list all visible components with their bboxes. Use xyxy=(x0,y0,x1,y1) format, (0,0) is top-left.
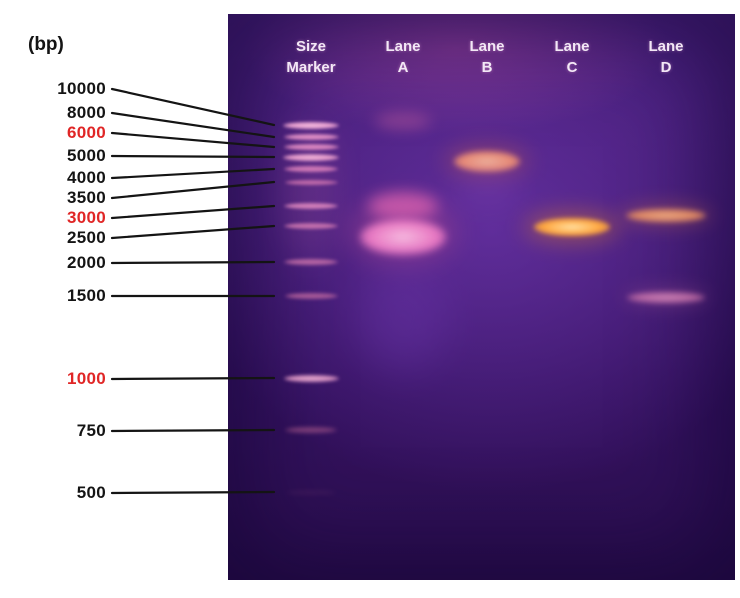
bp-label-3000: 3000 xyxy=(66,208,106,227)
lane-header-lane-b: Lane B xyxy=(469,38,505,76)
bp-label-4000: 4000 xyxy=(66,168,106,187)
gel-band-marker xyxy=(282,115,340,265)
bp-label-1500: 1500 xyxy=(66,286,106,305)
bp-label-2500: 2500 xyxy=(66,228,106,247)
gel-band-lane-c xyxy=(534,218,610,236)
bp-label-8000: 8000 xyxy=(66,103,106,122)
gel-image: Size Marker Lane A Lane B Lane C Lane D xyxy=(228,14,735,580)
gel-band-lane-d xyxy=(626,208,706,222)
lane-header-marker: Size Marker xyxy=(286,38,336,76)
bp-label-3500: 3500 xyxy=(66,188,106,207)
bp-label-5000: 5000 xyxy=(66,146,106,165)
gel-band-marker xyxy=(283,121,339,129)
gel-band-marker xyxy=(283,374,339,382)
gel-band-lane-b xyxy=(454,150,520,172)
gel-band-marker xyxy=(284,203,338,209)
lane-header-lane-a: Lane A xyxy=(385,38,421,76)
bp-label-6000: 6000 xyxy=(66,123,106,142)
gel-band-marker xyxy=(284,223,338,229)
gel-band-marker xyxy=(283,144,339,150)
bands-layer xyxy=(228,14,735,580)
gel-band-marker xyxy=(283,134,339,140)
gel-band-lane-a xyxy=(374,112,432,130)
gel-band-marker xyxy=(286,489,336,495)
bp-label-750: 750 xyxy=(76,421,106,440)
gel-band-marker xyxy=(283,153,339,161)
gel-band-marker xyxy=(284,166,338,172)
bp-label-10000: 10000 xyxy=(57,79,106,98)
bp-label-1000: 1000 xyxy=(66,369,106,388)
lane-header-lane-d: Lane D xyxy=(648,38,684,76)
gel-band-lane-a xyxy=(360,219,446,255)
gel-band-marker xyxy=(284,179,338,185)
gel-band-marker xyxy=(284,293,338,299)
bp-label-2000: 2000 xyxy=(66,253,106,272)
gel-band-lane-d xyxy=(627,291,705,303)
gel-band-lane-a xyxy=(367,192,439,220)
gel-band-lane-b xyxy=(452,170,522,210)
gel-band-lane-a xyxy=(357,263,449,373)
lane-headers: Size Marker Lane A Lane B Lane C Lane D xyxy=(228,14,735,580)
bp-unit-label: (bp) xyxy=(28,34,64,55)
lane-header-lane-c: Lane C xyxy=(554,38,590,76)
bp-label-500: 500 xyxy=(76,483,106,502)
gel-band-marker xyxy=(284,259,338,265)
gel-band-marker xyxy=(285,427,337,433)
